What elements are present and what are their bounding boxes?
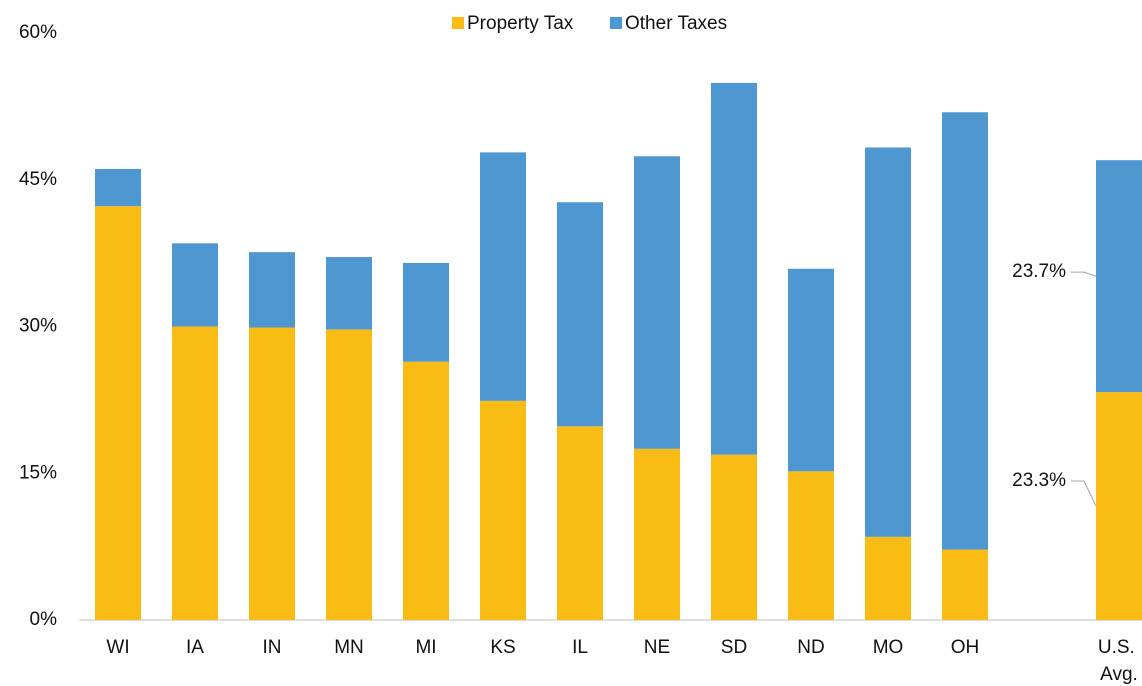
bar-segment	[95, 206, 141, 621]
y-tick-label: 15%	[19, 462, 57, 483]
bar-segment	[480, 152, 526, 401]
bar-segment	[865, 147, 911, 537]
value-label: 23.7%	[1012, 261, 1066, 282]
x-tick-label: IA	[186, 637, 204, 658]
bar-segment	[95, 168, 141, 207]
bar-segment	[634, 156, 680, 449]
value-label: 23.3%	[1012, 470, 1066, 491]
x-tick-label: ND	[797, 637, 824, 658]
legend-label: Property Tax	[467, 13, 574, 34]
y-tick-label: 45%	[19, 169, 57, 190]
bar-segment	[711, 82, 757, 455]
bar-segment	[326, 257, 372, 330]
bar-segment	[403, 361, 449, 620]
x-tick-label: OH	[951, 637, 980, 658]
bar-segment	[557, 426, 603, 620]
bar-segment	[788, 471, 834, 620]
x-tick-label: MO	[873, 637, 904, 658]
y-tick-label: 30%	[19, 316, 57, 337]
bar-segment	[557, 202, 603, 427]
bar-segment	[326, 329, 372, 620]
bar-segment	[1096, 392, 1142, 620]
bar-segment	[172, 243, 218, 327]
x-tick-label: MN	[334, 637, 364, 658]
leader-line	[1071, 271, 1097, 277]
bar-segment	[249, 252, 295, 328]
x-tick-label: IN	[263, 637, 282, 658]
bar-segment	[403, 262, 449, 362]
x-tick-label: WI	[106, 637, 129, 658]
bar-segment	[249, 327, 295, 620]
bar-segment	[711, 454, 757, 620]
x-tick-label: U.S. Avg.	[1098, 637, 1140, 685]
y-tick-label: 60%	[19, 22, 57, 43]
bar-segment	[942, 549, 988, 620]
legend-label: Other Taxes	[625, 13, 727, 34]
x-tick-label: SD	[721, 637, 747, 658]
x-tick-label: KS	[490, 637, 515, 658]
bar-segment	[865, 536, 911, 620]
bar-segment	[942, 112, 988, 550]
x-tick-label: MI	[415, 637, 436, 658]
x-tick-label: NE	[644, 637, 670, 658]
leader-line	[1071, 480, 1097, 507]
bar-segment	[172, 326, 218, 620]
legend-swatch	[452, 17, 464, 29]
y-tick-label: 0%	[30, 609, 58, 630]
bar-segment	[1096, 160, 1142, 393]
x-tick-label: IL	[572, 637, 588, 658]
legend-swatch	[610, 17, 622, 29]
bar-segment	[480, 400, 526, 620]
bar-segment	[634, 448, 680, 620]
bar-segment	[788, 268, 834, 472]
